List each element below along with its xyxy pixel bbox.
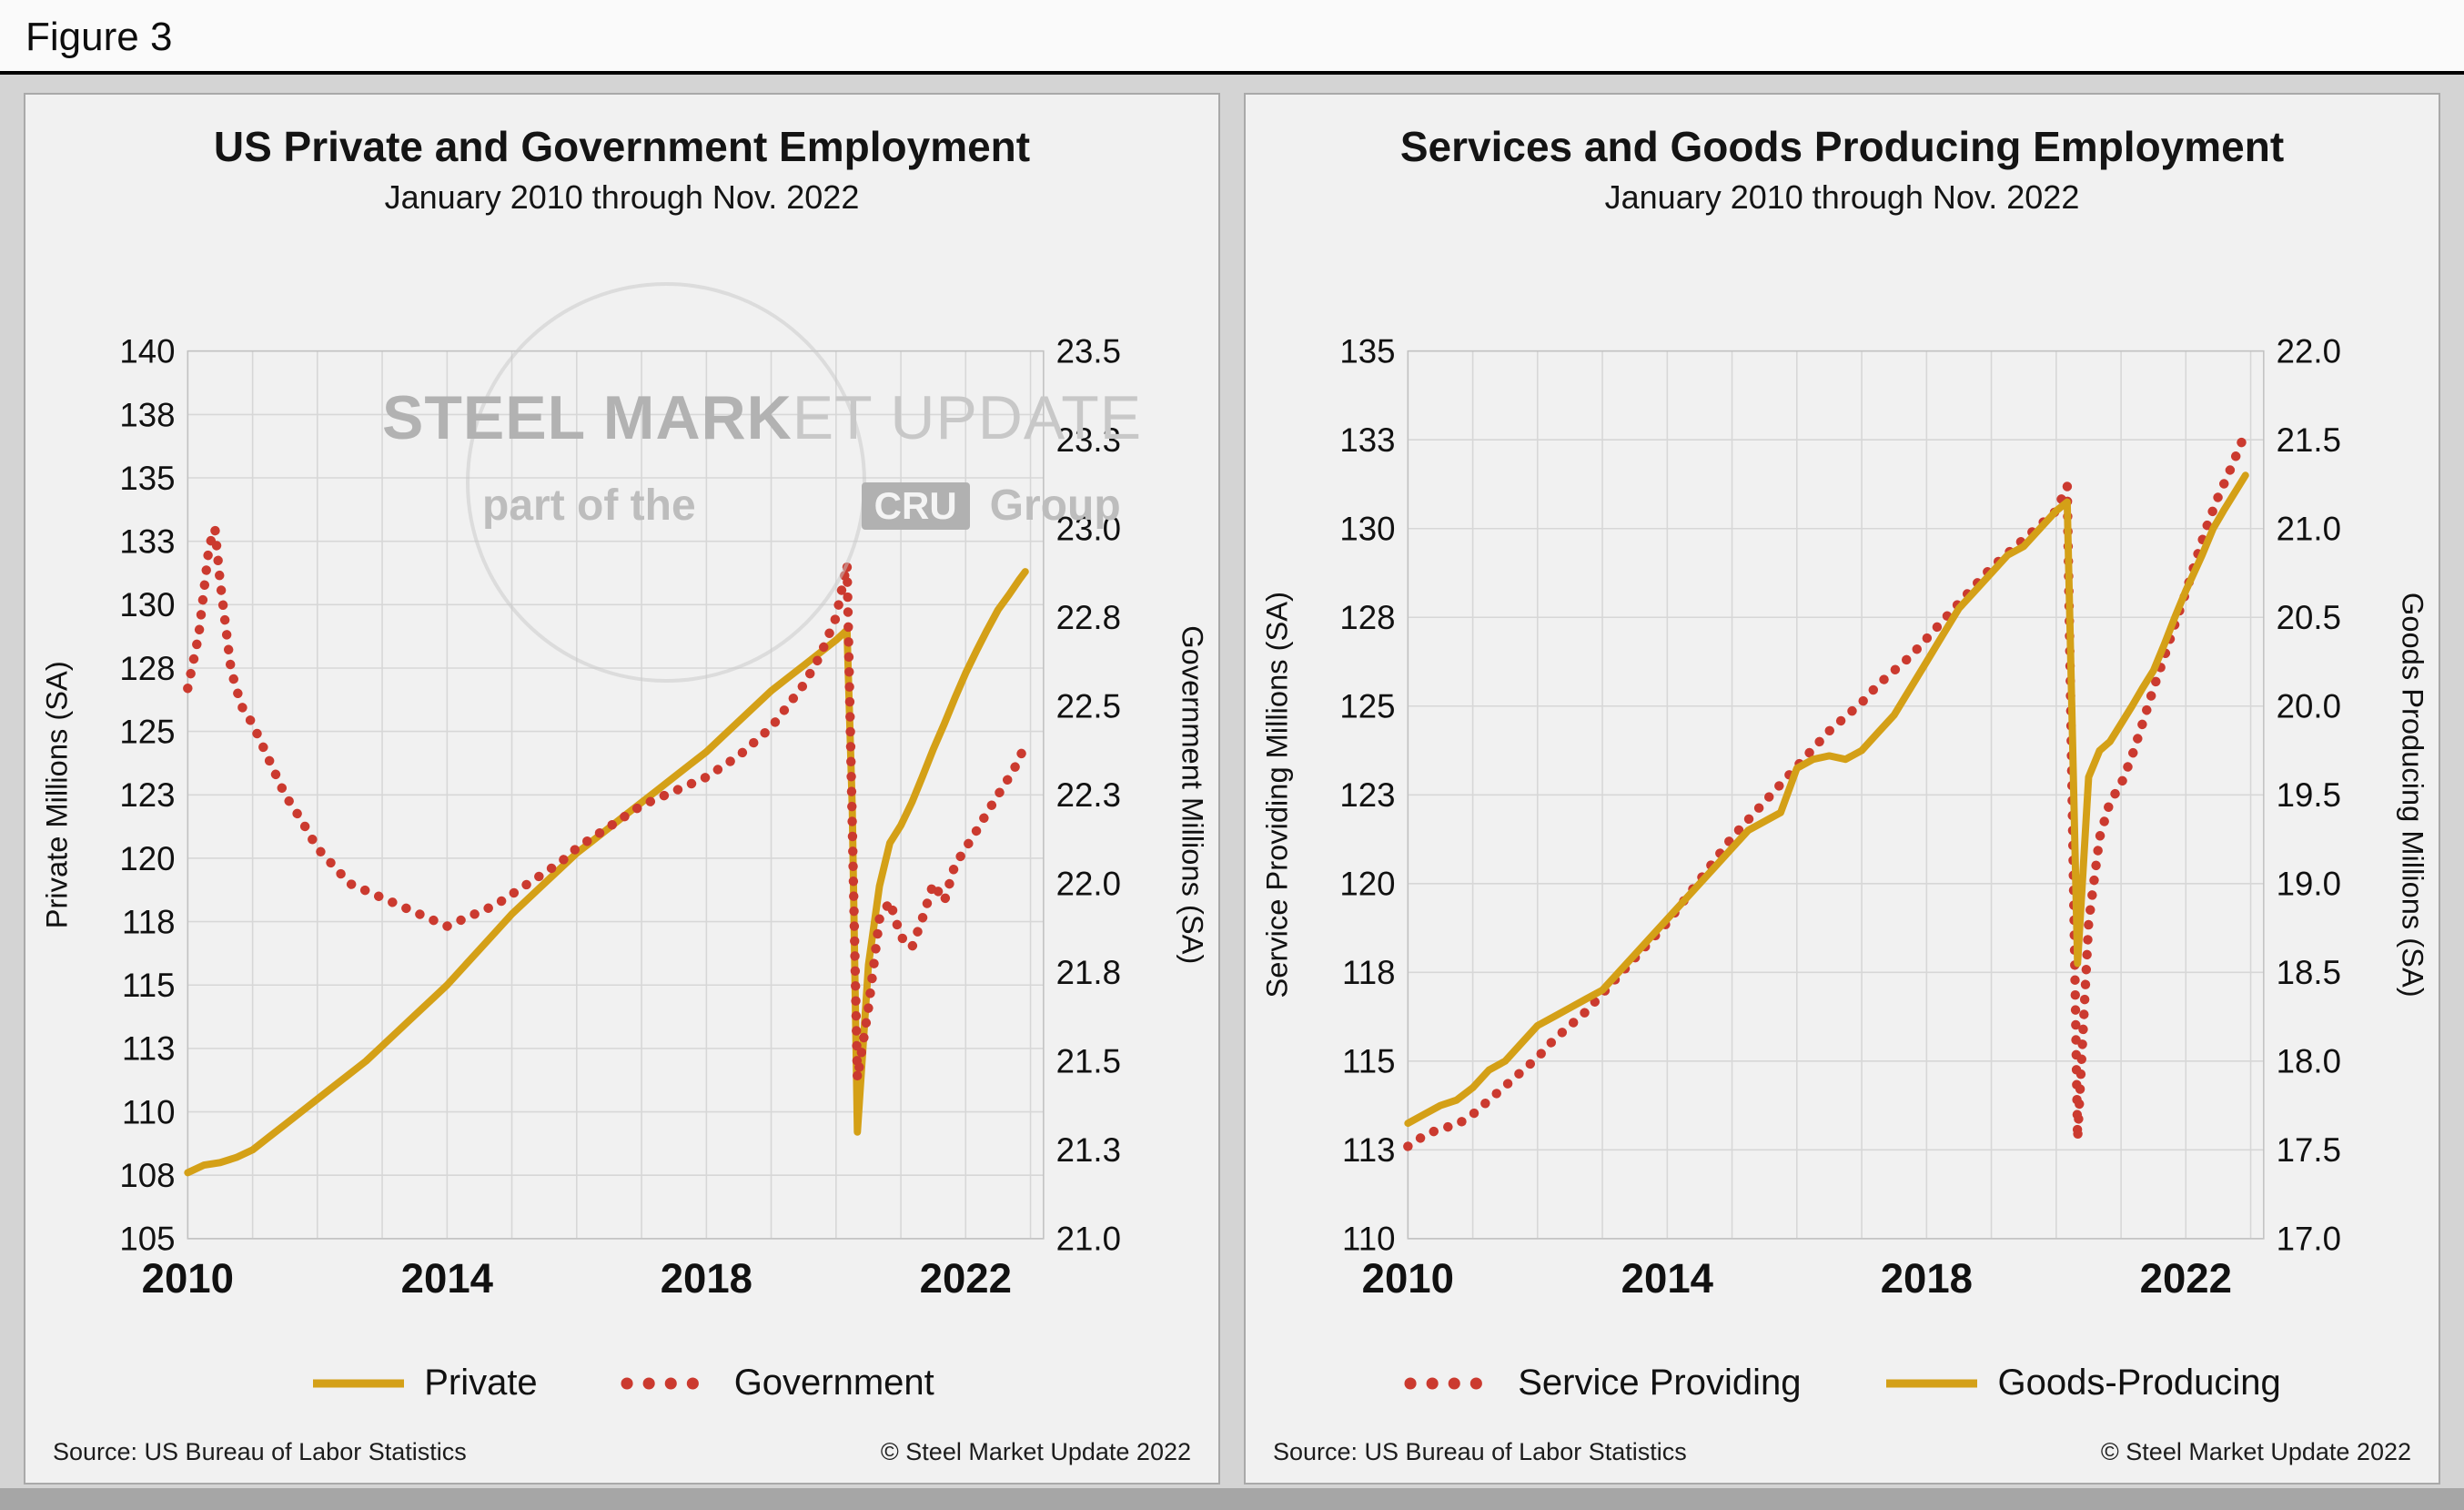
svg-text:2022: 2022 [2140,1255,2232,1302]
svg-text:23.0: 23.0 [1056,511,1121,548]
svg-text:140: 140 [119,333,175,370]
chart-subtitle: January 2010 through Nov. 2022 [1604,178,2080,216]
svg-text:135: 135 [1339,333,1395,370]
svg-text:20.5: 20.5 [2277,599,2341,636]
svg-text:110: 110 [1342,1221,1395,1258]
svg-text:22.0: 22.0 [1056,866,1121,903]
charts-row: US Private and Government Employment Jan… [0,75,2464,1488]
source-note: Source: US Bureau of Labor Statistics [53,1438,467,1465]
svg-text:125: 125 [1339,688,1395,725]
svg-text:120: 120 [1339,866,1395,903]
figure-header: Figure 3 [0,0,2464,75]
svg-text:2010: 2010 [1362,1255,1454,1302]
svg-text:125: 125 [119,713,175,750]
legend-item-goods-producing: Goods-Producing [1883,1363,2281,1404]
svg-text:Service Providing Millions (SA: Service Providing Millions (SA) [1260,592,1294,998]
svg-text:2022: 2022 [920,1255,1012,1302]
chart-panel-employment: US Private and Government Employment Jan… [24,93,1220,1485]
svg-text:21.0: 21.0 [1056,1221,1121,1258]
legend-swatch [1404,1377,1502,1389]
svg-text:105: 105 [119,1221,175,1258]
svg-text:23.3: 23.3 [1056,421,1121,459]
legend-item-service-providing: Service Providing [1403,1363,1801,1404]
svg-text:18.0: 18.0 [2277,1043,2341,1080]
legend-swatch [1886,1379,1978,1387]
svg-text:123: 123 [1339,776,1395,814]
chart-canvas: 135 133 130 128 125 123 120 118 115 113 110 22.0 21.… [1260,333,2428,1302]
svg-text:108: 108 [119,1157,175,1194]
chart-panel-services-goods: Services and Goods Producing Employment … [1244,93,2440,1485]
svg-text:2010: 2010 [142,1255,234,1302]
svg-text:22.8: 22.8 [1056,599,1121,636]
svg-text:23.5: 23.5 [1056,333,1121,370]
svg-text:18.5: 18.5 [2277,954,2341,991]
legend-swatch [621,1377,718,1389]
private-government-chart: 140 138 135 133 130 128 125 123 120 118 115 113 110 1… [36,324,1207,1315]
svg-text:120: 120 [119,840,175,877]
svg-text:Government Millions (SA): Government Millions (SA) [1176,625,1207,964]
chart-legend: Private Government [36,1363,1207,1404]
panel-footer: Source: US Bureau of Labor Statistics © … [1257,1438,2428,1470]
svg-text:19.0: 19.0 [2277,866,2341,903]
svg-text:128: 128 [119,650,175,687]
legend-label: Private [424,1363,538,1403]
legend-swatch [313,1379,405,1387]
svg-text:2014: 2014 [1621,1255,1714,1302]
copyright-note: © Steel Market Update 2022 [2100,1438,2411,1465]
svg-text:17.5: 17.5 [2277,1131,2341,1169]
svg-text:113: 113 [122,1030,175,1068]
svg-text:138: 138 [119,396,175,433]
legend-label: Service Providing [1518,1363,1802,1403]
svg-text:118: 118 [1342,954,1395,991]
svg-text:2014: 2014 [401,1255,494,1302]
svg-text:135: 135 [119,460,175,497]
svg-text:128: 128 [1339,599,1395,636]
svg-text:115: 115 [122,967,175,1004]
svg-text:21.0: 21.0 [2277,511,2341,548]
window-bottom-edge [0,1488,2464,1510]
services-goods-chart: 135 133 130 128 125 123 120 118 115 113 110 22.0 21.… [1257,324,2428,1315]
chart-title: Services and Goods Producing Employment [1399,123,2285,170]
svg-text:113: 113 [1342,1131,1395,1169]
svg-text:2018: 2018 [661,1255,752,1302]
svg-text:133: 133 [1339,421,1395,459]
svg-text:21.3: 21.3 [1056,1131,1121,1169]
svg-text:115: 115 [1342,1043,1395,1080]
svg-text:133: 133 [119,523,175,561]
svg-text:22.0: 22.0 [2277,333,2341,370]
svg-text:Goods Producing Millions (SA): Goods Producing Millions (SA) [2396,593,2428,998]
figure-label: Figure 3 [25,15,173,59]
svg-text:17.0: 17.0 [2277,1221,2341,1258]
svg-text:110: 110 [122,1093,175,1130]
copyright-note: © Steel Market Update 2022 [880,1438,1191,1465]
chart-title: US Private and Government Employment [213,123,1031,170]
svg-text:21.5: 21.5 [2277,421,2341,459]
svg-text:118: 118 [122,903,175,940]
svg-text:Private Millions (SA): Private Millions (SA) [40,661,74,928]
legend-item-government: Government [620,1363,934,1404]
svg-text:130: 130 [119,586,175,623]
chart-legend: Service Providing Goods-Producing [1257,1363,2428,1404]
svg-text:21.5: 21.5 [1056,1043,1121,1080]
legend-label: Goods-Producing [1997,1363,2281,1403]
svg-text:20.0: 20.0 [2277,688,2341,725]
legend-label: Government [733,1363,934,1403]
panel-footer: Source: US Bureau of Labor Statistics © … [36,1438,1207,1470]
source-note: Source: US Bureau of Labor Statistics [1273,1438,1687,1465]
svg-text:123: 123 [119,776,175,814]
svg-text:22.3: 22.3 [1056,776,1121,814]
chart-canvas: 140 138 135 133 130 128 125 123 120 118 115 113 110 1… [40,333,1207,1302]
svg-text:2018: 2018 [1881,1255,1973,1302]
svg-text:130: 130 [1339,511,1395,548]
svg-text:22.5: 22.5 [1056,688,1121,725]
svg-text:21.8: 21.8 [1056,954,1121,991]
legend-item-private: Private [309,1363,538,1404]
chart-subtitle: January 2010 through Nov. 2022 [384,178,860,216]
svg-text:19.5: 19.5 [2277,776,2341,814]
